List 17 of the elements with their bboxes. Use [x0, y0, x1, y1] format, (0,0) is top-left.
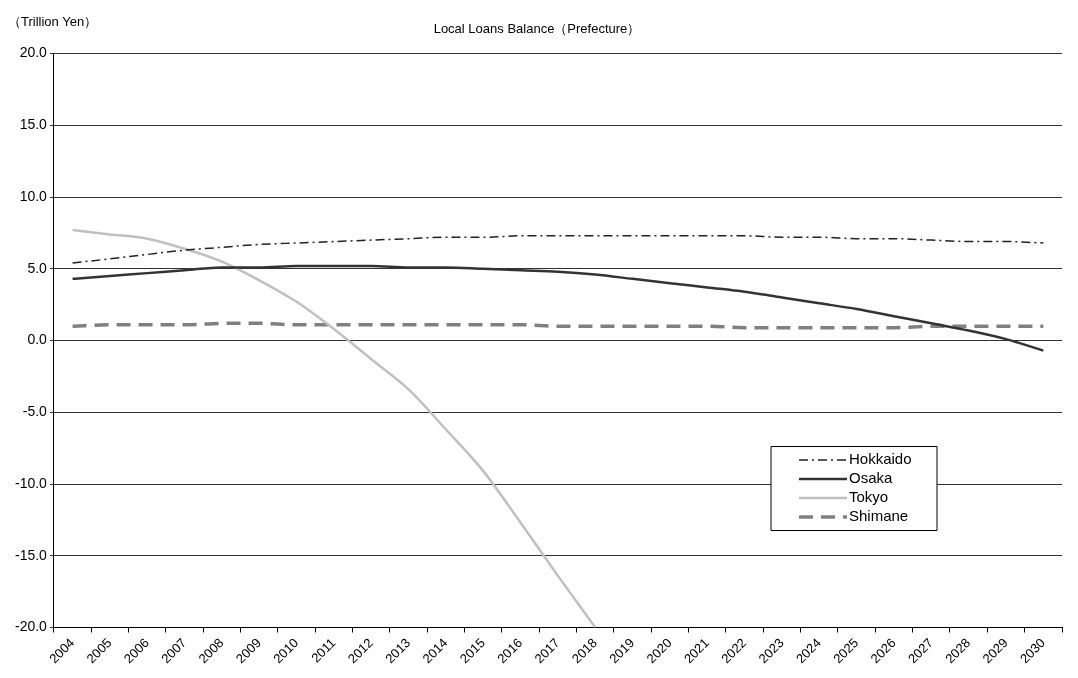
y-tick-label: -10.0: [14, 474, 48, 491]
y-tick-label: 20.0: [19, 44, 48, 61]
legend-label: Shimane: [849, 507, 909, 525]
y-tick-label: 10.0: [19, 187, 48, 204]
legend-label: Hokkaido: [849, 450, 912, 468]
line-series: [71, 228, 597, 628]
legend-label: Osaka: [849, 469, 894, 487]
y-axis-title: （Trillion Yen）: [8, 13, 98, 29]
y-tick-label: -20.0: [14, 618, 48, 635]
y-tick-label: -15.0: [14, 546, 48, 563]
y-tick-label: 15.0: [19, 116, 48, 133]
chart-title: Local Loans Balance（Prefecture）: [433, 21, 641, 37]
y-tick-label: 0.0: [27, 331, 48, 348]
y-tick-label: 5.0: [27, 259, 48, 276]
legend-label: Tokyo: [849, 488, 889, 506]
line-series: [71, 235, 1045, 264]
y-tick-label: -5.0: [22, 403, 48, 420]
